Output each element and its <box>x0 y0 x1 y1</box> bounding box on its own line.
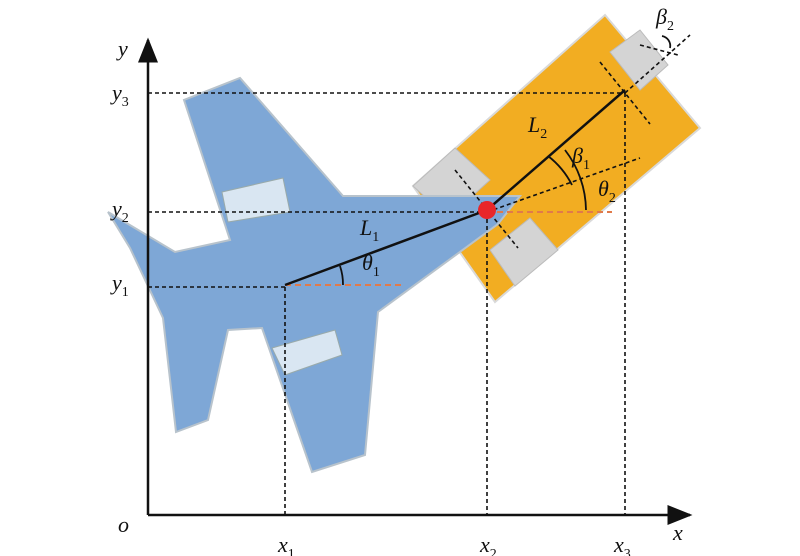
symbol-label: y1 <box>110 270 129 300</box>
symbol-label: y2 <box>110 196 129 226</box>
symbol-base: β <box>571 143 583 168</box>
symbol-label: x1 <box>277 532 295 556</box>
axis-label: x <box>672 520 683 545</box>
symbol-sub: 1 <box>583 158 590 173</box>
symbol-base: x <box>479 532 490 556</box>
link-l2 <box>486 89 626 211</box>
symbol-sub: 2 <box>609 191 616 206</box>
symbol-base: θ <box>362 250 373 275</box>
guides <box>148 34 691 515</box>
link-l1 <box>284 208 488 287</box>
axis-label: y <box>116 36 128 61</box>
symbol-base: β <box>655 4 667 29</box>
symbol-label: x3 <box>613 532 631 556</box>
symbol-base: x <box>277 532 288 556</box>
symbol-base: y <box>110 196 122 221</box>
symbol-sub: 3 <box>624 547 631 556</box>
origin-label: o <box>118 512 129 537</box>
symbol-sub: 2 <box>122 211 129 226</box>
symbol-base: y <box>110 80 122 105</box>
symbol-sub: 2 <box>540 127 547 142</box>
symbol-label: L2 <box>527 112 547 142</box>
symbol-sub: 2 <box>490 547 497 556</box>
wheels <box>412 29 669 287</box>
symbol-label: β1 <box>571 143 590 173</box>
symbol-label: θ1 <box>362 250 380 280</box>
symbol-sub: 2 <box>667 19 674 34</box>
symbol-base: L <box>527 112 540 137</box>
symbol-sub: 1 <box>373 265 380 280</box>
symbol-base: x <box>613 532 624 556</box>
symbol-label: θ2 <box>598 176 616 206</box>
hitch <box>478 201 496 219</box>
symbol-base: y <box>110 270 122 295</box>
symbol-sub: 1 <box>122 285 129 300</box>
symbol-sub: 3 <box>122 95 129 110</box>
symbol-sub: 1 <box>372 230 379 245</box>
angle-arcs <box>339 35 672 286</box>
symbol-label: β2 <box>655 4 674 34</box>
symbol-base: θ <box>598 176 609 201</box>
symbol-label: L1 <box>359 215 379 245</box>
symbol-sub: 1 <box>288 547 295 556</box>
symbol-label: x2 <box>479 532 497 556</box>
symbol-base: L <box>359 215 372 240</box>
symbol-label: y3 <box>110 80 129 110</box>
